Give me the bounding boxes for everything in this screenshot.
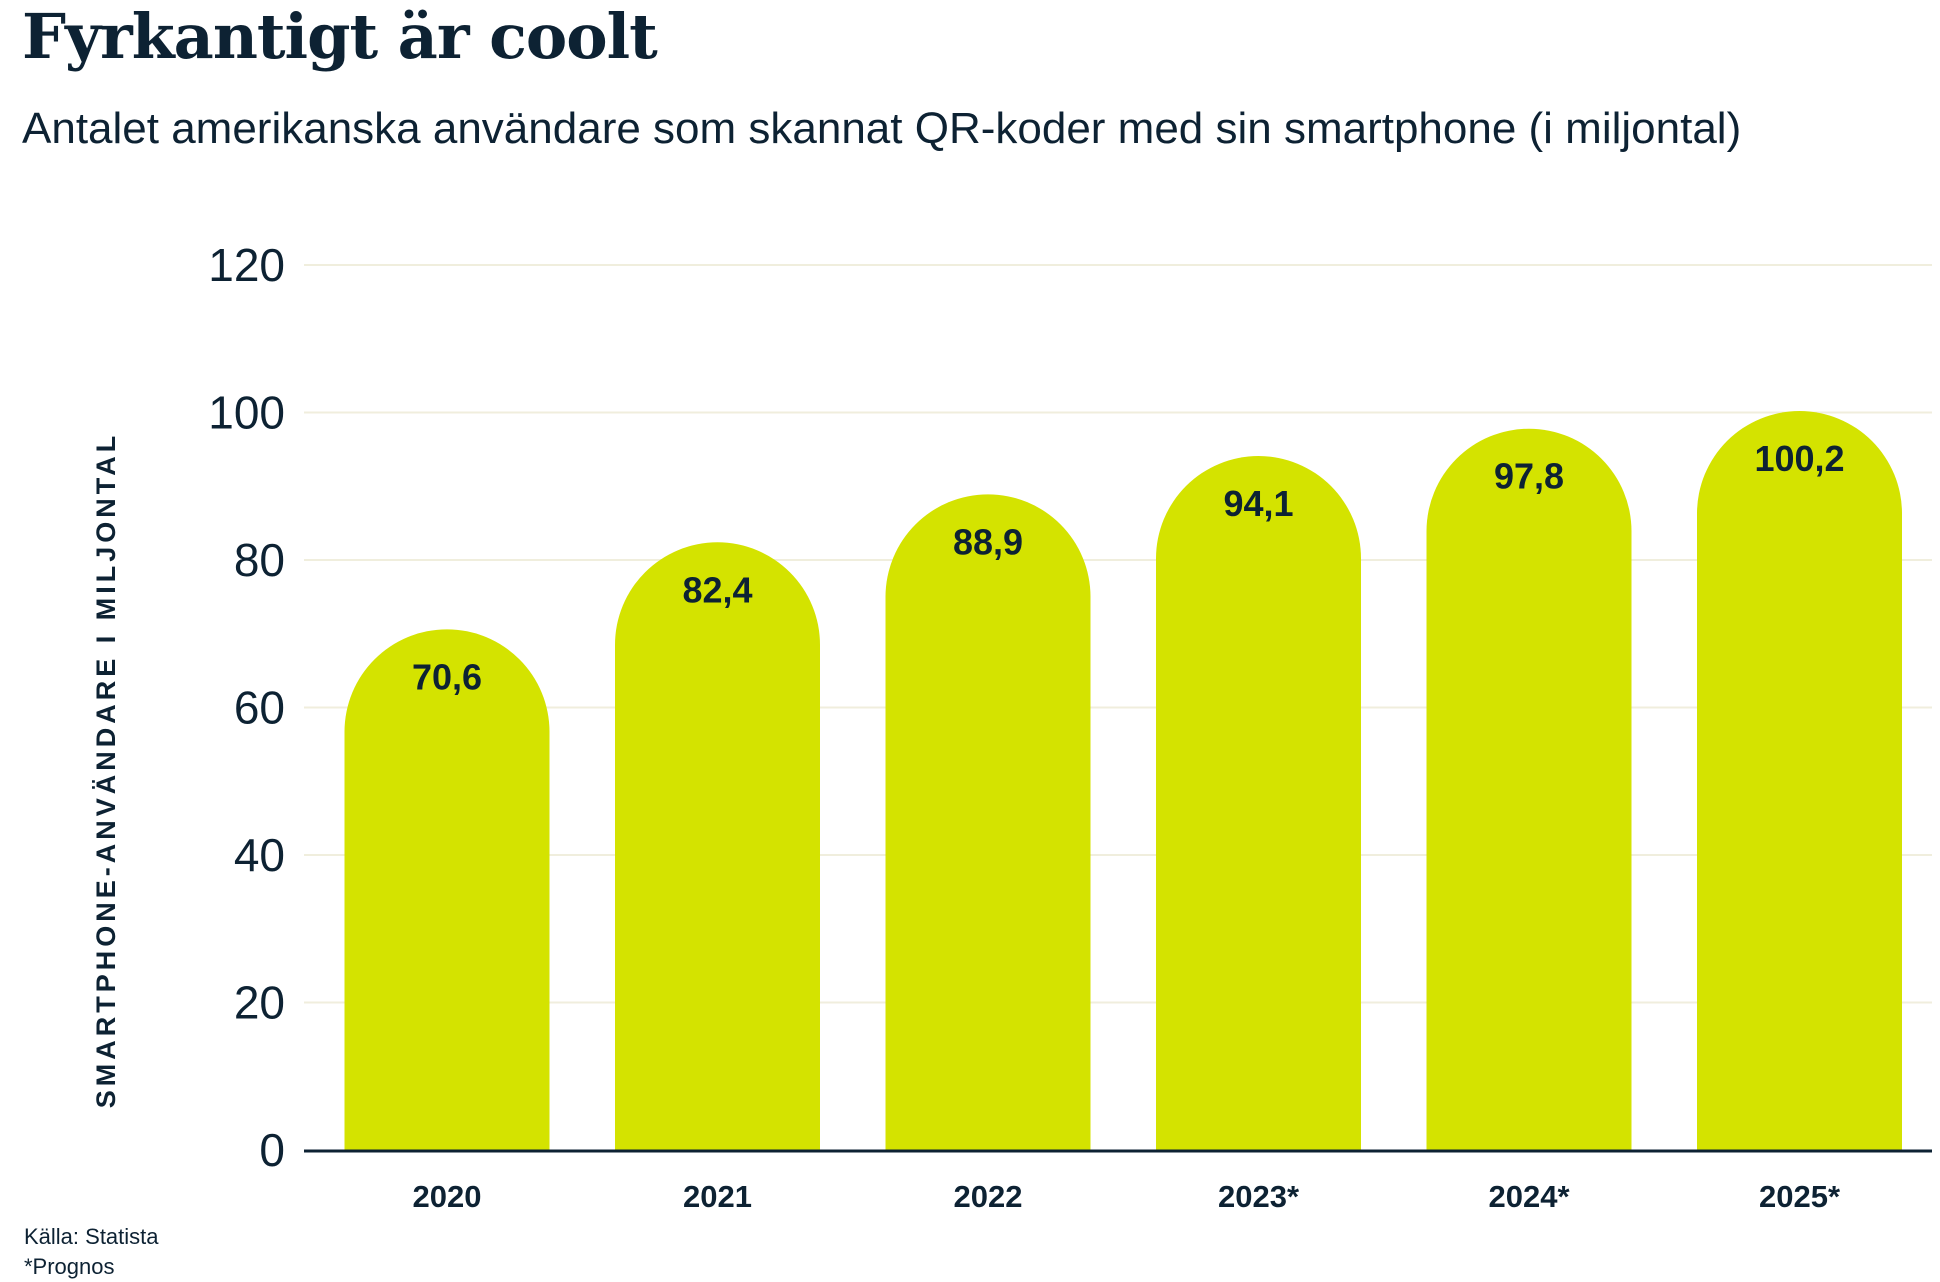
x-tick-label: 2021 (683, 1179, 752, 1214)
data-label: 97,8 (1494, 456, 1564, 497)
x-tick-label: 2025* (1759, 1179, 1841, 1214)
source-note: Källa: Statista (24, 1224, 159, 1249)
bar-2025 (1697, 411, 1902, 1150)
y-tick-label: 60 (234, 682, 285, 734)
y-tick-label: 0 (259, 1124, 285, 1176)
data-label: 88,9 (953, 521, 1023, 562)
bar-2020 (344, 629, 550, 1150)
y-tick-label: 20 (234, 977, 285, 1029)
y-tick-label: 40 (234, 829, 285, 881)
bar-2024 (1426, 428, 1632, 1150)
data-label: 82,4 (682, 569, 752, 610)
data-label: 94,1 (1223, 483, 1293, 524)
bar-2022 (885, 494, 1091, 1150)
y-tick-label: 100 (208, 387, 285, 439)
x-tick-label: 2024* (1488, 1179, 1570, 1214)
data-label: 70,6 (412, 656, 482, 697)
chart-subtitle: Antalet amerikanska användare som skanna… (22, 104, 1742, 153)
bar-2023 (1156, 456, 1361, 1150)
y-tick-label: 80 (234, 534, 285, 586)
forecast-note: *Prognos (24, 1254, 115, 1279)
x-tick-label: 2022 (954, 1179, 1023, 1214)
x-tick-label: 2020 (413, 1179, 482, 1214)
y-tick-label: 120 (208, 239, 285, 291)
chart-title: Fyrkantigt är coolt (22, 0, 658, 73)
data-label: 100,2 (1754, 438, 1844, 479)
x-tick-label: 2023* (1218, 1179, 1300, 1214)
bar-2021 (615, 542, 820, 1150)
y-axis-label: SMARTPHONE-ANVÄNDARE I MILJONTAL (91, 432, 121, 1109)
